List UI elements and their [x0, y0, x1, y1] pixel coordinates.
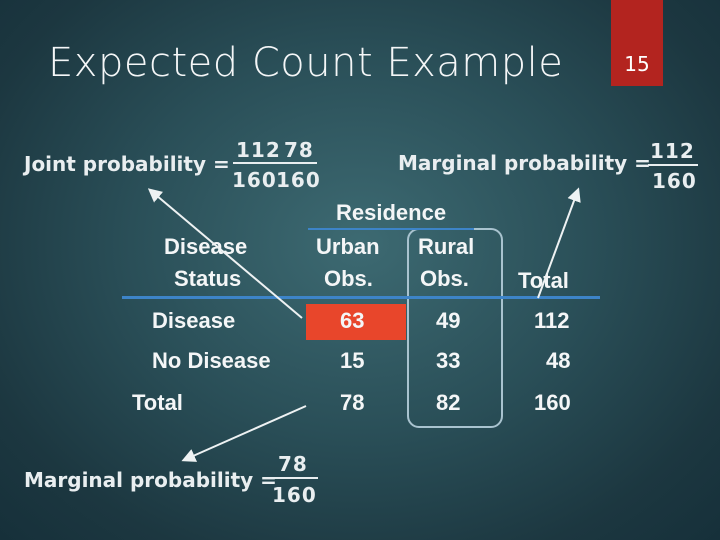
row-label-disease: Disease — [152, 308, 236, 333]
joint-numerator-b: 78 — [284, 138, 314, 162]
slide-title: Expected Count Example — [48, 40, 564, 86]
arrow-marginal-col-to-total — [181, 405, 307, 462]
joint-denominator-b: 160 — [276, 168, 321, 192]
row-label-total: Total — [132, 390, 183, 415]
disease-status-header-line2: Status — [174, 266, 242, 291]
disease-status-header-line1: Disease — [164, 234, 248, 259]
marginal-row-fraction-bar — [648, 164, 698, 166]
marginal-col-denominator: 160 — [272, 483, 317, 507]
residence-rule — [308, 228, 474, 230]
cell-disease-total: 112 — [534, 308, 570, 333]
marginal-row-numerator: 112 — [650, 139, 695, 163]
row-label-no-disease: No Disease — [152, 348, 271, 373]
rural-header-line2: Obs. — [420, 266, 469, 291]
marginal-row-label: Marginal probability = — [398, 151, 651, 175]
arrow-joint-to-cell — [147, 188, 303, 319]
cell-no-disease-urban: 15 — [340, 348, 365, 373]
joint-probability-label: Joint probability = — [24, 152, 230, 176]
urban-header-line1: Urban — [316, 234, 380, 259]
residence-header: Residence — [336, 200, 447, 225]
urban-header-line2: Obs. — [324, 266, 373, 291]
cell-no-disease-total: 48 — [546, 348, 571, 373]
slide-number-box — [611, 0, 663, 86]
cell-no-disease-rural: 33 — [436, 348, 461, 373]
cell-disease-rural: 49 — [436, 308, 461, 333]
marginal-col-label: Marginal probability = — [24, 468, 277, 492]
rural-header-line1: Rural — [418, 234, 475, 259]
slide-number: 15 — [624, 52, 650, 76]
highlight-cell — [306, 304, 406, 340]
joint-numerator-a: 112 — [236, 138, 281, 162]
cell-total-urban: 78 — [340, 390, 365, 415]
arrow-marginal-row-to-total — [537, 187, 581, 299]
marginal-col-numerator: 78 — [278, 452, 308, 476]
cell-disease-urban: 63 — [340, 308, 365, 333]
cell-total-total: 160 — [534, 390, 571, 415]
joint-denominator-a: 160 — [232, 168, 277, 192]
marginal-row-denominator: 160 — [652, 169, 697, 193]
joint-fraction-bar — [233, 162, 317, 164]
marginal-col-fraction-bar — [272, 477, 318, 479]
cell-total-rural: 82 — [436, 390, 461, 415]
header-rule — [122, 296, 600, 299]
